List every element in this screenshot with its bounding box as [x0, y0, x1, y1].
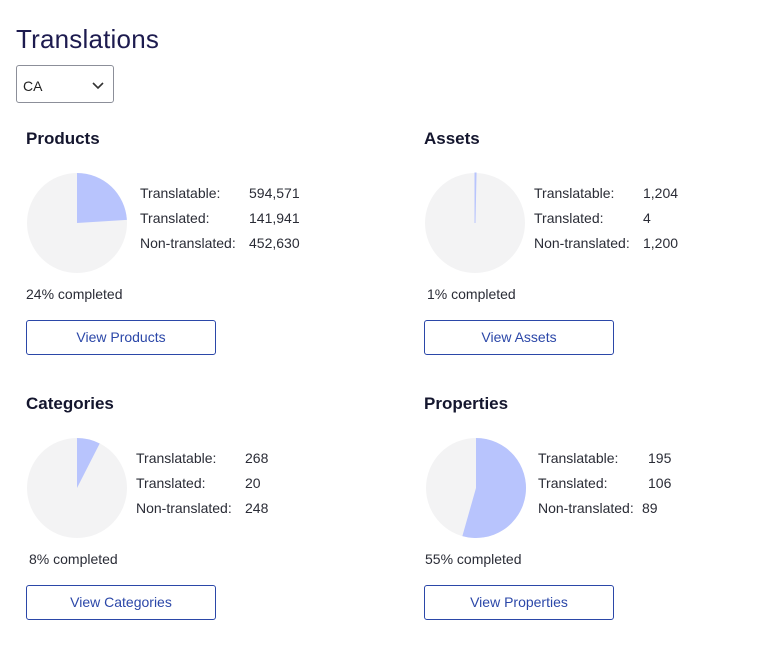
stat-translatable: Translatable: 268 [136, 446, 268, 471]
stat-translatable: Translatable: 594,571 [140, 181, 300, 206]
completed-text: 8% completed [29, 551, 118, 567]
stat-value: 594,571 [249, 185, 300, 201]
card-properties: Properties Translatable: 195 Translated:… [424, 394, 764, 624]
card-title: Assets [424, 129, 480, 148]
stat-translated: Translated: 4 [534, 206, 678, 231]
stat-translated: Translated: 106 [538, 471, 671, 496]
stat-label: Translated: [538, 475, 608, 491]
view-assets-button[interactable]: View Assets [424, 320, 614, 355]
stat-value: 4 [643, 210, 651, 226]
stat-value: 248 [245, 500, 269, 516]
stat-non-translated: Non-translated: 452,630 [140, 231, 300, 256]
stat-non-translated: Non-translated: 248 [136, 496, 268, 521]
stat-value: 106 [648, 475, 672, 491]
completion-pie [425, 437, 527, 539]
stat-translated: Translated: 20 [136, 471, 268, 496]
stat-translatable: Translatable: 1,204 [534, 181, 678, 206]
stat-value: 1,200 [643, 235, 679, 251]
stats-list: Translatable: 1,204 Translated: 4 Non-tr… [534, 181, 678, 256]
stat-label: Non-translated: [534, 235, 630, 251]
stats-list: Translatable: 594,571 Translated: 141,94… [140, 181, 300, 256]
stat-non-translated: Non-translated: 89 [538, 496, 671, 521]
card-title: Products [26, 129, 100, 148]
stat-value: 141,941 [249, 210, 300, 226]
card-categories: Categories Translatable: 268 Translated:… [26, 394, 366, 624]
view-categories-button[interactable]: View Categories [26, 585, 216, 620]
pie-done [474, 172, 477, 224]
stat-label: Translatable: [140, 185, 221, 201]
stat-value: 89 [642, 500, 658, 516]
view-properties-button[interactable]: View Properties [424, 585, 614, 620]
stats-list: Translatable: 195 Translated: 106 Non-tr… [538, 446, 671, 521]
stats-list: Translatable: 268 Translated: 20 Non-tra… [136, 446, 268, 521]
completed-text: 24% completed [26, 286, 123, 302]
stat-label: Translated: [140, 210, 210, 226]
page-title: Translations [16, 24, 160, 54]
stat-label: Translated: [534, 210, 604, 226]
stat-label: Non-translated: [136, 500, 232, 516]
completion-pie [424, 172, 526, 274]
card-products: Products Translatable: 594,571 Translate… [26, 129, 366, 359]
view-products-button[interactable]: View Products [26, 320, 216, 355]
stat-value: 268 [245, 450, 269, 466]
stat-translatable: Translatable: 195 [538, 446, 671, 471]
completed-text: 1% completed [427, 286, 516, 302]
completion-pie [26, 437, 128, 539]
stat-value: 452,630 [249, 235, 300, 251]
card-title: Categories [26, 394, 114, 413]
stat-value: 195 [648, 450, 672, 466]
stat-label: Non-translated: [140, 235, 236, 251]
locale-select-value: CA [23, 78, 43, 94]
locale-select[interactable]: CA [16, 65, 114, 103]
stat-label: Non-translated: [538, 500, 634, 516]
chevron-down-icon [92, 78, 104, 90]
card-title: Properties [424, 394, 509, 413]
stat-label: Translatable: [538, 450, 619, 466]
stat-label: Translatable: [136, 450, 217, 466]
pie-done [462, 438, 527, 538]
stat-label: Translated: [136, 475, 206, 491]
stat-value: 1,204 [643, 185, 679, 201]
stat-non-translated: Non-translated: 1,200 [534, 231, 678, 256]
completion-pie [26, 172, 128, 274]
pie-done [77, 173, 127, 223]
stat-translated: Translated: 141,941 [140, 206, 300, 231]
pie-done [77, 438, 100, 488]
completed-text: 55% completed [425, 551, 522, 567]
stat-value: 20 [245, 475, 261, 491]
stat-label: Translatable: [534, 185, 615, 201]
card-assets: Assets Translatable: 1,204 Translated: 4… [424, 129, 764, 359]
